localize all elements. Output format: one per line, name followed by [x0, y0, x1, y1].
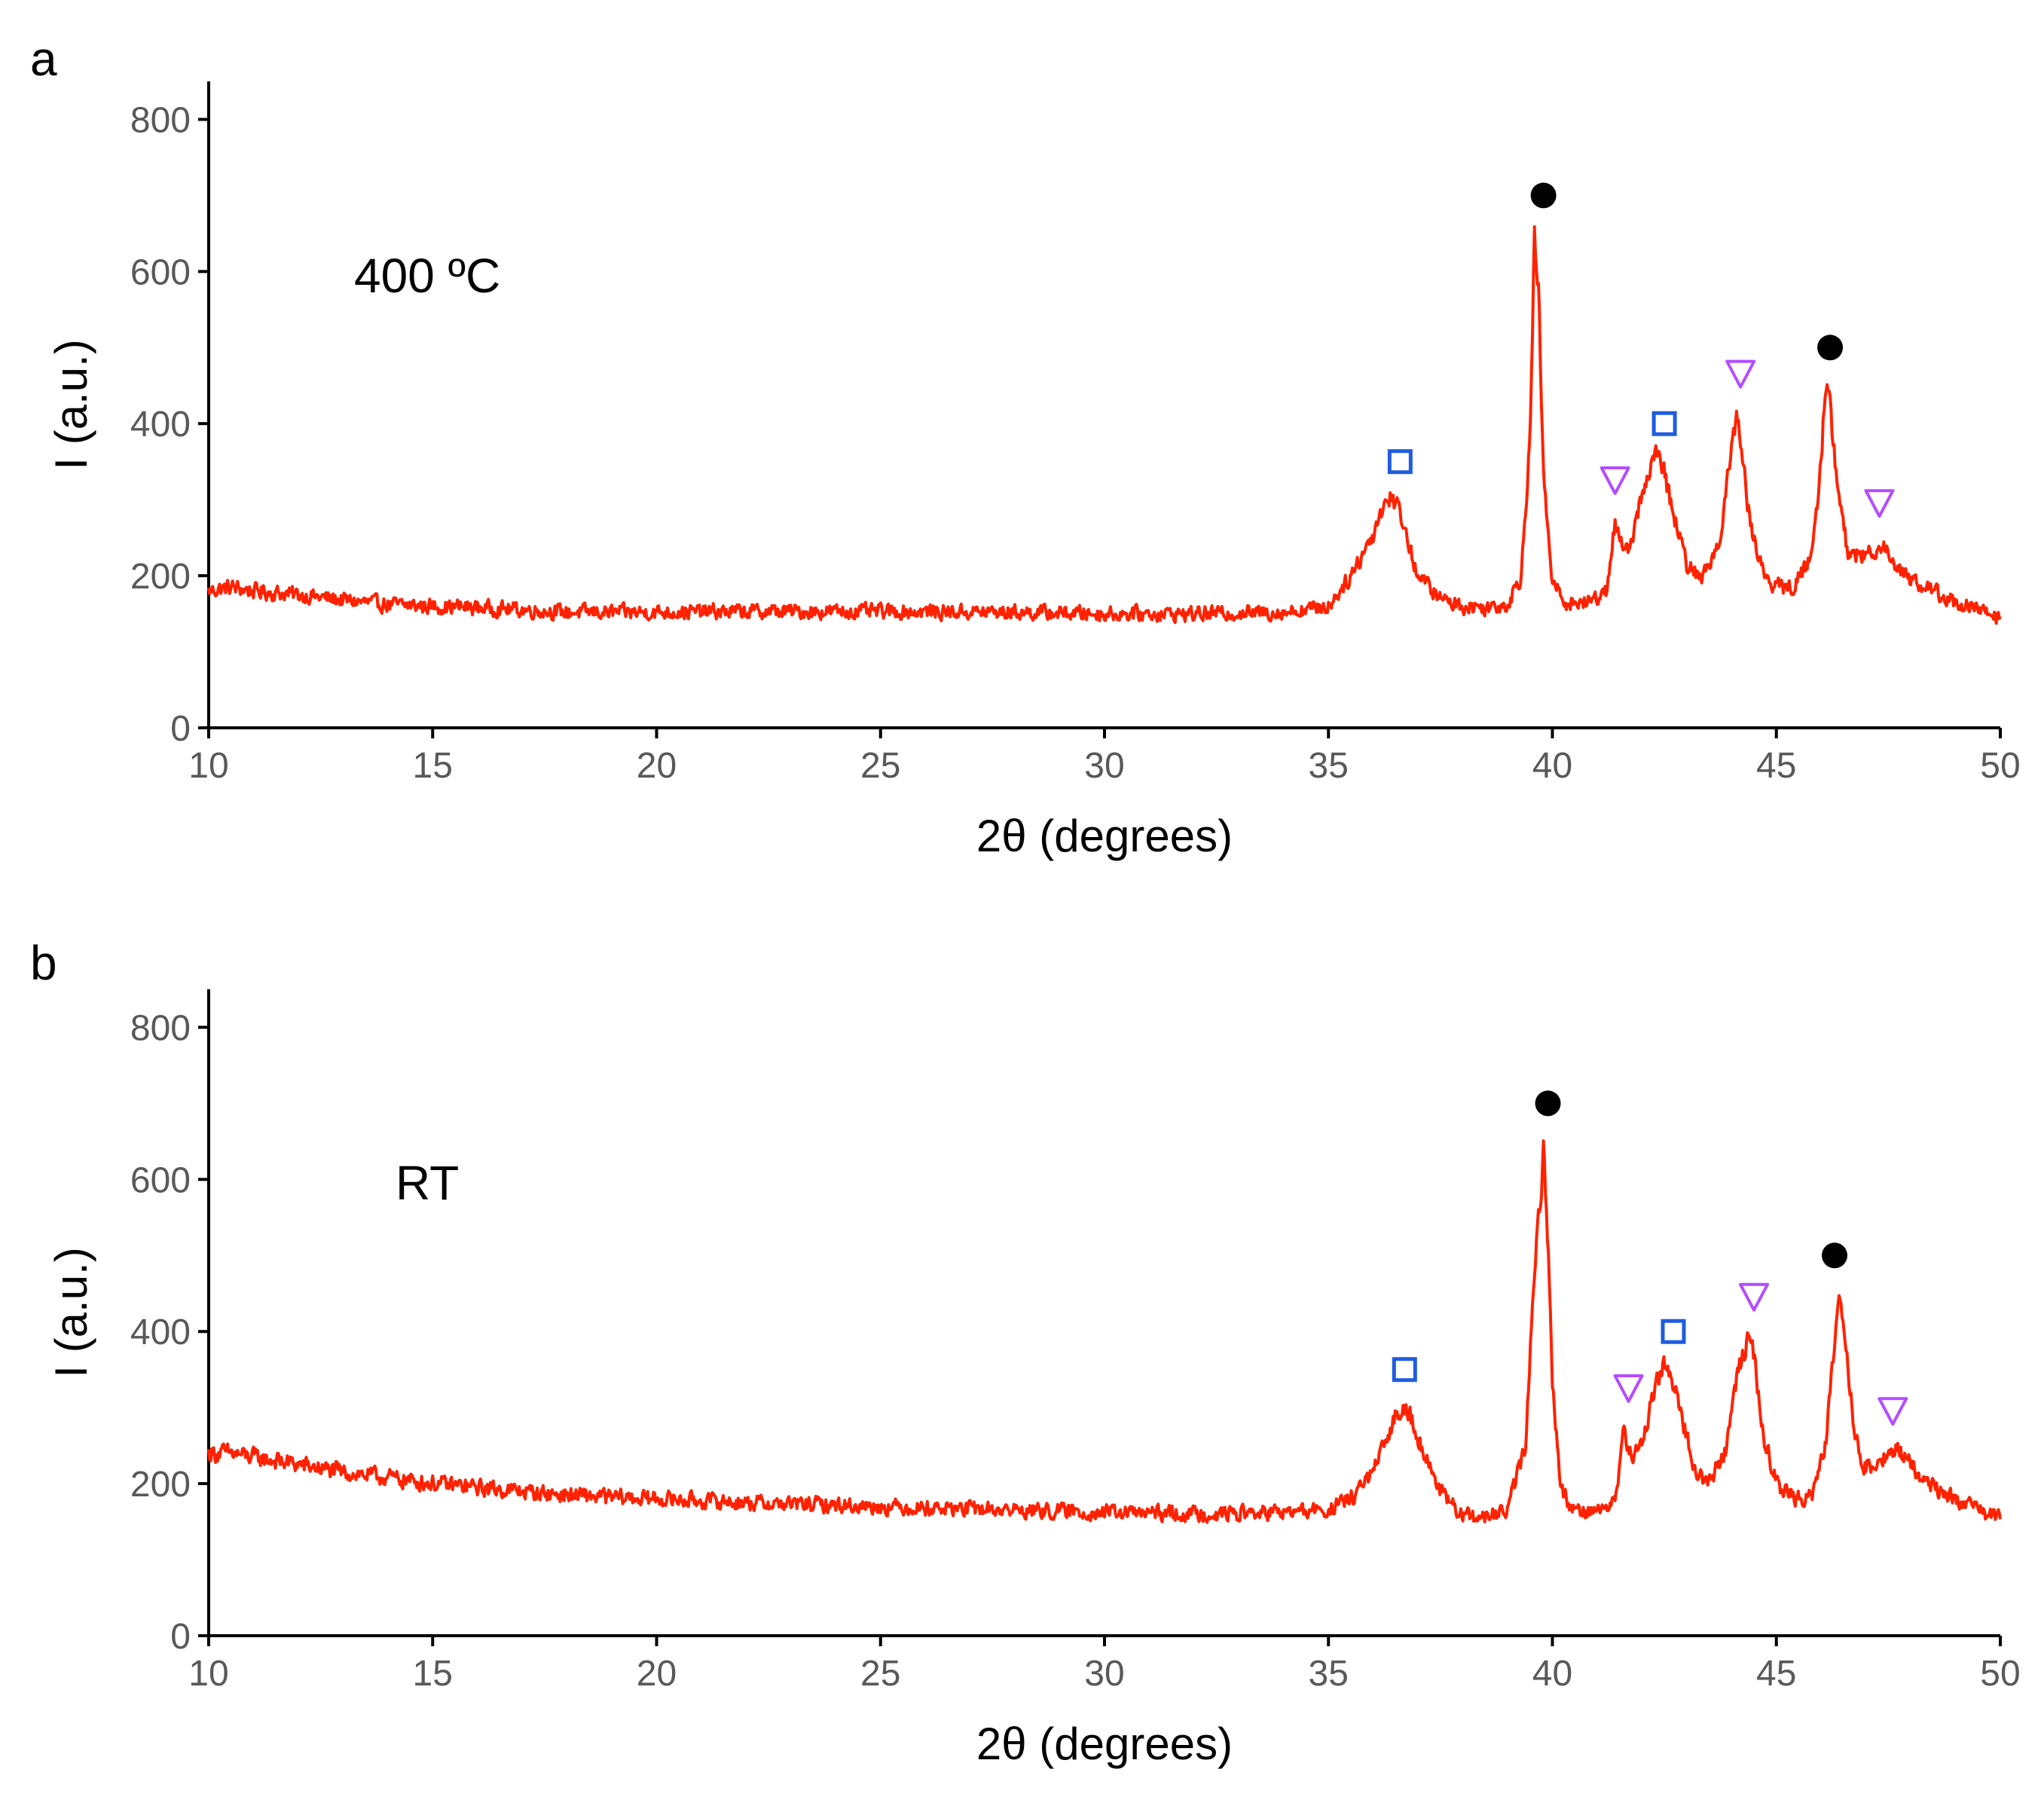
xrd-series-line	[207, 1139, 2002, 1524]
panel-annotation: 400 ºC	[354, 249, 500, 303]
x-tick-label: 15	[413, 1654, 453, 1694]
x-tick-label: 30	[1084, 1654, 1124, 1694]
peak-marker-triangle	[1613, 1374, 1644, 1403]
x-tick-label: 35	[1309, 1654, 1349, 1694]
peak-marker-triangle	[1877, 1397, 1908, 1426]
y-axis-title: I (a.u.)	[46, 339, 96, 469]
peak-marker-circle	[1822, 1242, 1848, 1269]
y-tick-label: 200	[130, 1465, 191, 1505]
y-tick-label: 600	[130, 252, 191, 292]
y-tick-label: 0	[170, 709, 191, 749]
peak-marker-square	[1661, 1319, 1686, 1344]
x-tick-label: 50	[1980, 746, 2020, 786]
x-tick-label: 50	[1980, 1654, 2020, 1694]
peak-marker-circle	[1530, 182, 1557, 209]
y-tick-label: 400	[130, 1312, 191, 1352]
x-tick-label: 20	[637, 1654, 677, 1694]
x-tick-label: 10	[188, 1654, 228, 1694]
y-tick-label: 200	[130, 557, 191, 597]
peak-marker-square	[1392, 1357, 1417, 1383]
x-tick-label: 25	[860, 746, 900, 786]
y-tick-label: 600	[130, 1160, 191, 1200]
panel-letter: b	[30, 936, 57, 990]
x-tick-label: 45	[1756, 746, 1796, 786]
x-tick-label: 40	[1532, 746, 1572, 786]
y-tick-label: 0	[170, 1617, 191, 1657]
peak-marker-triangle	[1739, 1282, 1770, 1312]
peak-marker-square	[1387, 449, 1413, 475]
peak-marker-triangle	[1725, 359, 1756, 389]
chart-panel-a: a 0 200 400 600 800 10 15 20 25 30 35 40 45 50 2θ (degr…	[30, 32, 2021, 861]
x-tick-label: 25	[860, 1654, 900, 1694]
chart-panel-b: b 0 200 400 600 800 10 15 20 25 30 35 40 45 50 2θ (degr…	[30, 936, 2021, 1769]
xrd-series-line	[207, 225, 2002, 625]
x-tick-label: 40	[1532, 1654, 1572, 1694]
y-tick-label: 400	[130, 405, 191, 445]
peak-marker-circle	[1817, 335, 1844, 361]
panel-letter: a	[30, 32, 57, 86]
x-tick-label: 20	[637, 746, 677, 786]
x-tick-label: 45	[1756, 1654, 1796, 1694]
x-axis-title: 2θ (degrees)	[976, 811, 1233, 861]
x-axis-title: 2θ (degrees)	[976, 1719, 1233, 1769]
peak-marker-triangle	[1599, 466, 1630, 495]
y-tick-label: 800	[130, 100, 191, 140]
peak-marker-circle	[1535, 1090, 1561, 1117]
panel-annotation: RT	[396, 1156, 459, 1210]
x-tick-label: 15	[413, 746, 453, 786]
x-tick-label: 30	[1084, 746, 1124, 786]
y-axis-title: I (a.u.)	[46, 1247, 96, 1377]
y-tick-label: 800	[130, 1008, 191, 1048]
x-tick-label: 10	[188, 746, 228, 786]
peak-marker-square	[1651, 411, 1677, 436]
x-tick-label: 35	[1309, 746, 1349, 786]
peak-marker-triangle	[1864, 489, 1895, 518]
